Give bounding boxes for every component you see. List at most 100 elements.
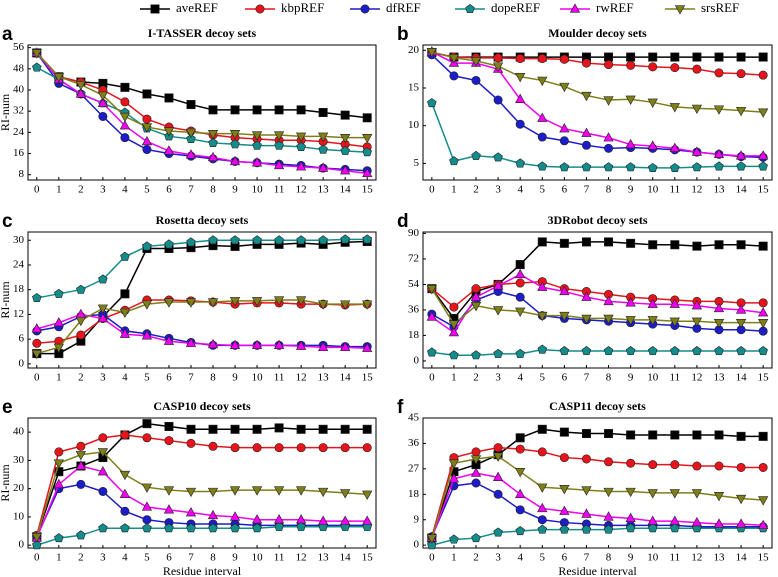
x-tick-label: 8 bbox=[606, 184, 612, 196]
data-point bbox=[537, 54, 547, 64]
x-tick-label: 12 bbox=[296, 552, 307, 564]
x-axis-label: Residue interval bbox=[558, 564, 637, 577]
data-point bbox=[318, 443, 328, 453]
x-tick-label: 12 bbox=[296, 184, 307, 196]
x-tick-label: 0 bbox=[34, 372, 40, 384]
x-tick-label: 4 bbox=[122, 372, 128, 384]
data-point bbox=[603, 162, 614, 172]
data-point bbox=[492, 452, 504, 462]
y-tick-label: 36 bbox=[408, 437, 420, 449]
data-point bbox=[427, 98, 437, 108]
data-point bbox=[670, 240, 680, 250]
data-point bbox=[295, 132, 307, 142]
data-point bbox=[251, 157, 263, 167]
data-point bbox=[493, 443, 503, 453]
data-point bbox=[470, 455, 482, 465]
x-tick-label: 3 bbox=[495, 552, 501, 564]
data-point bbox=[647, 98, 658, 108]
x-tick-label: 9 bbox=[628, 372, 634, 384]
data-point bbox=[340, 133, 351, 144]
data-point bbox=[230, 235, 240, 245]
data-point bbox=[163, 486, 175, 496]
data-point bbox=[713, 105, 725, 115]
data-point bbox=[515, 307, 526, 317]
data-point bbox=[581, 91, 592, 102]
x-tick-label: 14 bbox=[340, 184, 352, 196]
data-point bbox=[274, 105, 284, 115]
x-axis-label: Residue interval bbox=[163, 564, 242, 577]
data-point bbox=[537, 524, 548, 534]
y-axis-label: RI-num bbox=[0, 93, 12, 131]
x-tick-label: 2 bbox=[78, 372, 84, 384]
data-point bbox=[559, 346, 570, 356]
data-point bbox=[537, 112, 548, 122]
series-line bbox=[431, 102, 764, 169]
data-point bbox=[54, 533, 64, 543]
panel-label: a bbox=[2, 24, 13, 45]
data-point bbox=[735, 150, 747, 160]
data-point bbox=[252, 105, 262, 115]
y-tick-label: 9 bbox=[414, 513, 420, 525]
data-point bbox=[736, 240, 746, 250]
data-point bbox=[318, 132, 329, 142]
x-tick-label: 2 bbox=[78, 184, 84, 196]
data-point bbox=[229, 486, 241, 496]
data-point bbox=[273, 514, 285, 524]
x-tick-label: 1 bbox=[56, 372, 62, 384]
data-point bbox=[647, 515, 658, 525]
legend-marker bbox=[360, 4, 370, 14]
series-line bbox=[431, 51, 764, 157]
x-tick-label: 4 bbox=[122, 552, 128, 564]
data-point bbox=[32, 62, 42, 72]
data-point bbox=[735, 518, 747, 528]
data-point bbox=[448, 473, 460, 483]
data-point bbox=[581, 140, 591, 150]
data-point bbox=[581, 291, 592, 301]
panel-label: c bbox=[2, 211, 13, 232]
x-tick-label: 14 bbox=[736, 184, 748, 196]
y-tick-label: 12 bbox=[13, 308, 24, 320]
data-point bbox=[647, 489, 658, 499]
data-point bbox=[164, 239, 174, 249]
data-point bbox=[713, 518, 725, 528]
y-tick-label: 8 bbox=[19, 168, 25, 180]
data-point bbox=[537, 281, 548, 291]
data-point bbox=[493, 95, 503, 105]
data-point bbox=[604, 237, 614, 247]
data-point bbox=[230, 443, 240, 453]
data-point bbox=[427, 540, 437, 550]
data-point bbox=[581, 346, 592, 356]
data-point bbox=[340, 424, 350, 434]
data-point bbox=[559, 453, 569, 463]
data-point bbox=[758, 52, 768, 62]
data-point bbox=[471, 350, 481, 360]
x-tick-label: 5 bbox=[144, 552, 150, 564]
data-point bbox=[318, 424, 328, 434]
data-point bbox=[318, 487, 329, 498]
data-point bbox=[426, 534, 437, 544]
data-point bbox=[626, 60, 636, 70]
x-tick-label: 11 bbox=[670, 184, 681, 196]
data-point bbox=[208, 523, 218, 533]
data-point bbox=[669, 103, 680, 113]
data-point bbox=[492, 280, 504, 290]
data-point bbox=[691, 104, 703, 115]
x-tick-label: 6 bbox=[166, 184, 172, 196]
data-point bbox=[493, 527, 503, 537]
y-tick-label: 40 bbox=[13, 84, 25, 96]
x-tick-label: 1 bbox=[56, 552, 62, 564]
data-point bbox=[229, 297, 241, 307]
x-tick-label: 9 bbox=[628, 184, 634, 196]
x-tick-label: 11 bbox=[274, 372, 285, 384]
x-tick-label: 0 bbox=[429, 552, 435, 564]
data-point bbox=[97, 97, 109, 107]
data-point bbox=[493, 348, 503, 358]
panel-title: CASP10 decoy sets bbox=[153, 399, 251, 413]
data-point bbox=[75, 316, 86, 327]
data-point bbox=[493, 489, 503, 499]
data-point bbox=[713, 319, 725, 329]
data-point bbox=[515, 278, 525, 288]
x-tick-label: 15 bbox=[362, 372, 374, 384]
data-point bbox=[648, 240, 658, 250]
series-line bbox=[431, 446, 764, 537]
